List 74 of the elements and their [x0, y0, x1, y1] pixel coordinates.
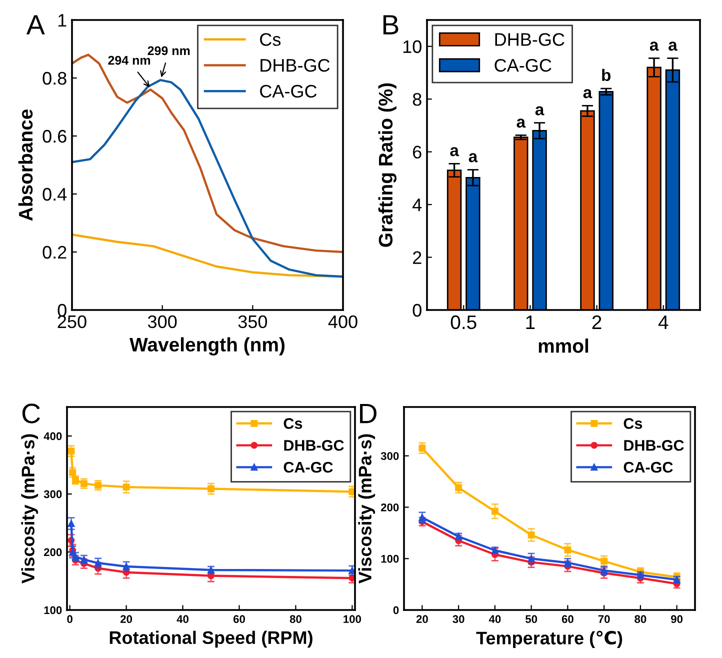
- y-tick-label: 0.4: [42, 188, 67, 201]
- y-tick-label: 0.2: [42, 246, 66, 259]
- legend-label: DHB-GC: [624, 440, 684, 451]
- y-tick-label: 0.8: [42, 72, 66, 85]
- y-axis-title: Viscosity (mPa·s): [358, 434, 376, 584]
- y-tick-label: 1: [58, 14, 66, 27]
- x-tick-label: 350: [238, 315, 268, 328]
- data-label: a: [450, 147, 460, 156]
- x-axis-title: Rotational Speed (RPM): [110, 630, 312, 648]
- x-axis-title: mmol: [538, 338, 588, 353]
- x-tick-label: 60: [233, 615, 245, 624]
- data-label: a: [650, 42, 659, 51]
- y-tick-label: 4: [412, 198, 422, 212]
- y-tick-label: 300: [380, 452, 399, 460]
- x-tick-label: 60: [562, 615, 574, 624]
- legend-label: DHB-GC: [284, 440, 344, 451]
- annotation: 299 nm: [148, 46, 190, 56]
- x-tick-label: 400: [328, 315, 358, 328]
- text: A: [26, 15, 45, 34]
- data-label: a: [516, 118, 526, 128]
- y-axis-title: Viscosity (mPa·s): [21, 434, 38, 584]
- y-tick-label: 300: [44, 490, 62, 498]
- x-tick-label: 40: [488, 615, 501, 624]
- legend-label: CA-GC: [624, 462, 673, 473]
- x-axis-title: Temperature (℃): [476, 630, 622, 648]
- legend-label: Cs: [624, 418, 642, 429]
- y-tick-label: 200: [44, 548, 62, 556]
- annotation: 294 nm: [108, 56, 150, 65]
- data-label: a: [583, 89, 592, 98]
- x-tick-label: 80: [634, 615, 646, 624]
- x-tick-label: 50: [525, 615, 538, 624]
- y-axis-title: Absorbance: [18, 109, 33, 221]
- y-tick-label: 0.6: [42, 130, 66, 143]
- x-axis-title: Wavelength (nm): [130, 337, 284, 356]
- y-tick-label: 0: [412, 304, 422, 317]
- x-tick-label: 30: [452, 615, 464, 624]
- data-label: a: [468, 153, 478, 162]
- x-tick-label: 40: [176, 615, 188, 624]
- data-label: a: [535, 106, 544, 116]
- x-tick-label: 70: [598, 615, 610, 624]
- legend-label: Cs: [284, 418, 302, 429]
- x-tick-label: 0: [67, 615, 72, 624]
- y-tick-label: 2: [413, 251, 422, 264]
- x-tick-label: 20: [120, 615, 132, 624]
- y-tick-label: 8: [412, 93, 422, 106]
- text: B: [383, 15, 398, 34]
- x-tick-label: 300: [148, 315, 177, 328]
- y-tick-label: 100: [381, 554, 399, 563]
- data-label: b: [602, 68, 611, 82]
- legend-label: CA-GC: [284, 462, 333, 473]
- legend-label: CA-GC: [494, 58, 552, 72]
- text: D: [360, 404, 376, 424]
- y-tick-label: 6: [413, 146, 422, 159]
- text: C: [22, 404, 40, 424]
- y-tick-label: 10: [403, 40, 422, 54]
- x-tick-label: 0.5: [450, 315, 476, 330]
- y-tick-label: 0: [393, 606, 399, 614]
- x-tick-label: 2: [592, 315, 602, 329]
- x-tick-label: 4: [658, 316, 668, 329]
- x-tick-label: 1: [526, 316, 535, 329]
- x-tick-label: 20: [416, 615, 428, 624]
- x-tick-label: 80: [290, 615, 302, 624]
- y-tick-label: 400: [44, 432, 62, 440]
- x-tick-label: 100: [344, 615, 361, 624]
- x-tick-label: 250: [58, 315, 86, 328]
- y-tick-label: 200: [380, 503, 399, 512]
- y-tick-label: 100: [44, 606, 62, 614]
- y-axis-title: Grafting Ratio (%): [378, 83, 396, 247]
- data-label: a: [668, 42, 678, 51]
- x-tick-label: 90: [671, 615, 683, 624]
- legend-label: Cs: [260, 33, 281, 46]
- legend-label: DHB-GC: [495, 33, 564, 46]
- legend-label: CA-GC: [260, 84, 317, 98]
- legend-label: DHB-GC: [260, 58, 330, 72]
